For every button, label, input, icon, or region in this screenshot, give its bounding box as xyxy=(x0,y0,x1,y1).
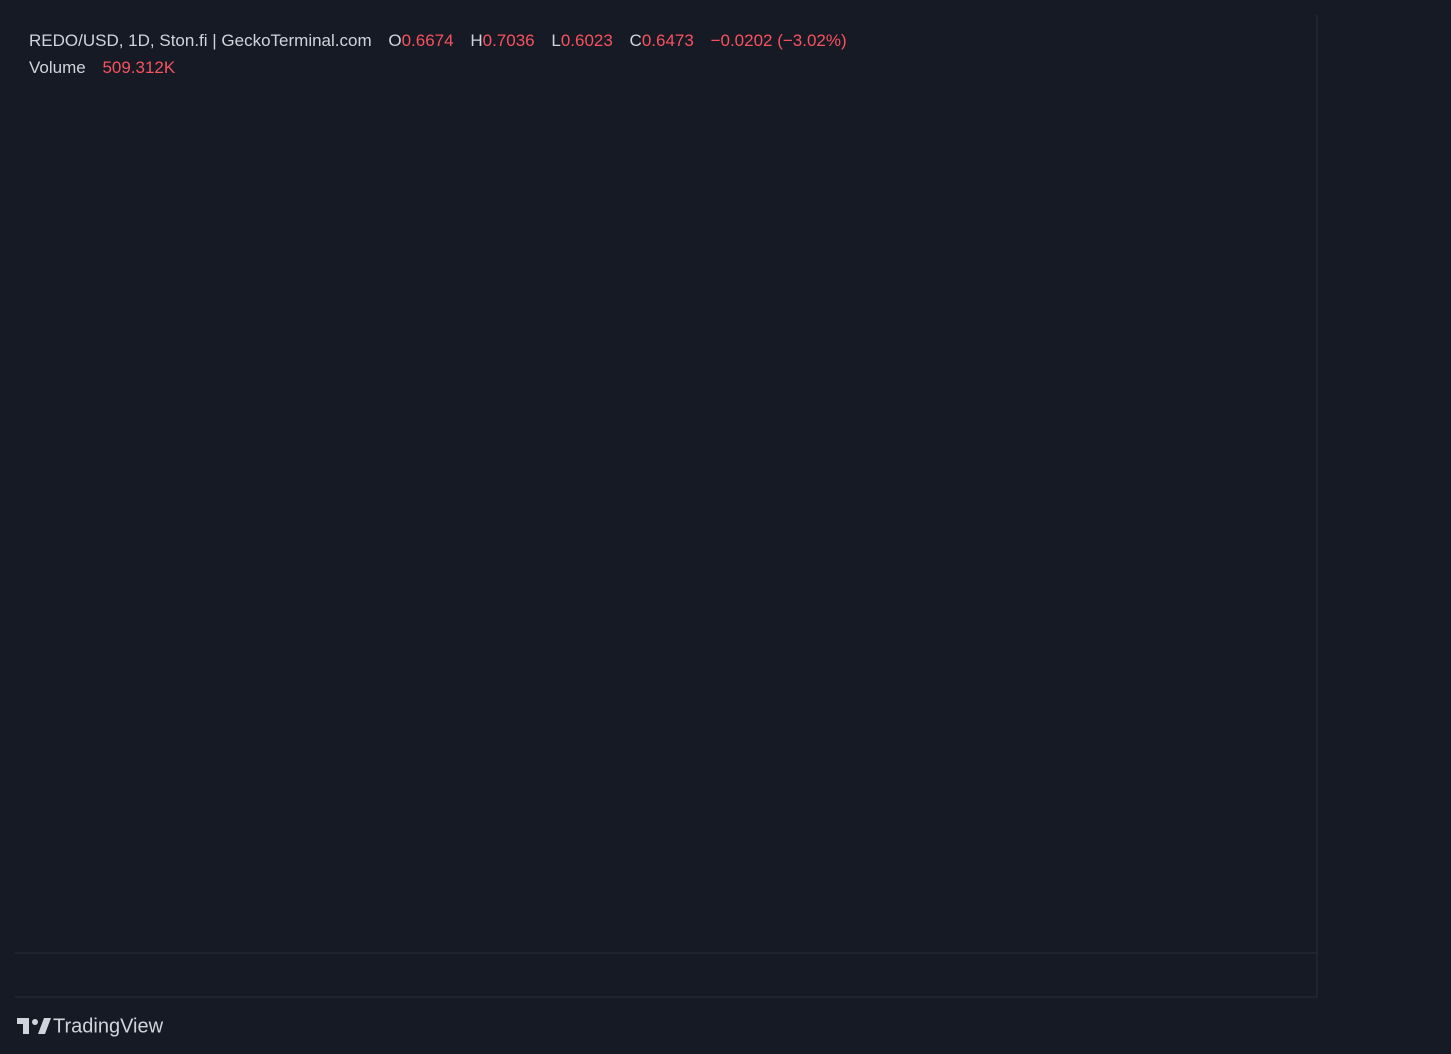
ohlc-key: L xyxy=(551,31,561,50)
ohlc-value: 0.6023 xyxy=(560,31,613,50)
ohlc-key: H xyxy=(470,31,483,50)
ohlc-key: C xyxy=(629,31,642,50)
ohlc-value: 0.6473 xyxy=(641,31,694,50)
volume-value: 509.312K xyxy=(102,58,176,77)
legend-line: REDO/USD, 1D, Ston.fi | GeckoTerminal.co… xyxy=(29,31,847,51)
volume-legend: Volume 509.312K xyxy=(29,58,175,78)
ohlc-value: 0.7036 xyxy=(482,31,535,50)
change: −0.0202 (−3.02%) xyxy=(710,31,847,50)
symbol-title: REDO/USD, 1D, Ston.fi | GeckoTerminal.co… xyxy=(29,31,372,50)
logo-icon xyxy=(17,1018,29,1034)
logo-icon xyxy=(32,1019,38,1025)
volume-name: Volume xyxy=(29,58,86,77)
brand-logo: TradingView xyxy=(17,1015,164,1037)
brand-name: TradingView xyxy=(53,1015,164,1037)
logo-icon xyxy=(38,1018,51,1034)
ohlc-value: 0.6674 xyxy=(401,31,454,50)
ohlc-key: O xyxy=(388,31,402,50)
